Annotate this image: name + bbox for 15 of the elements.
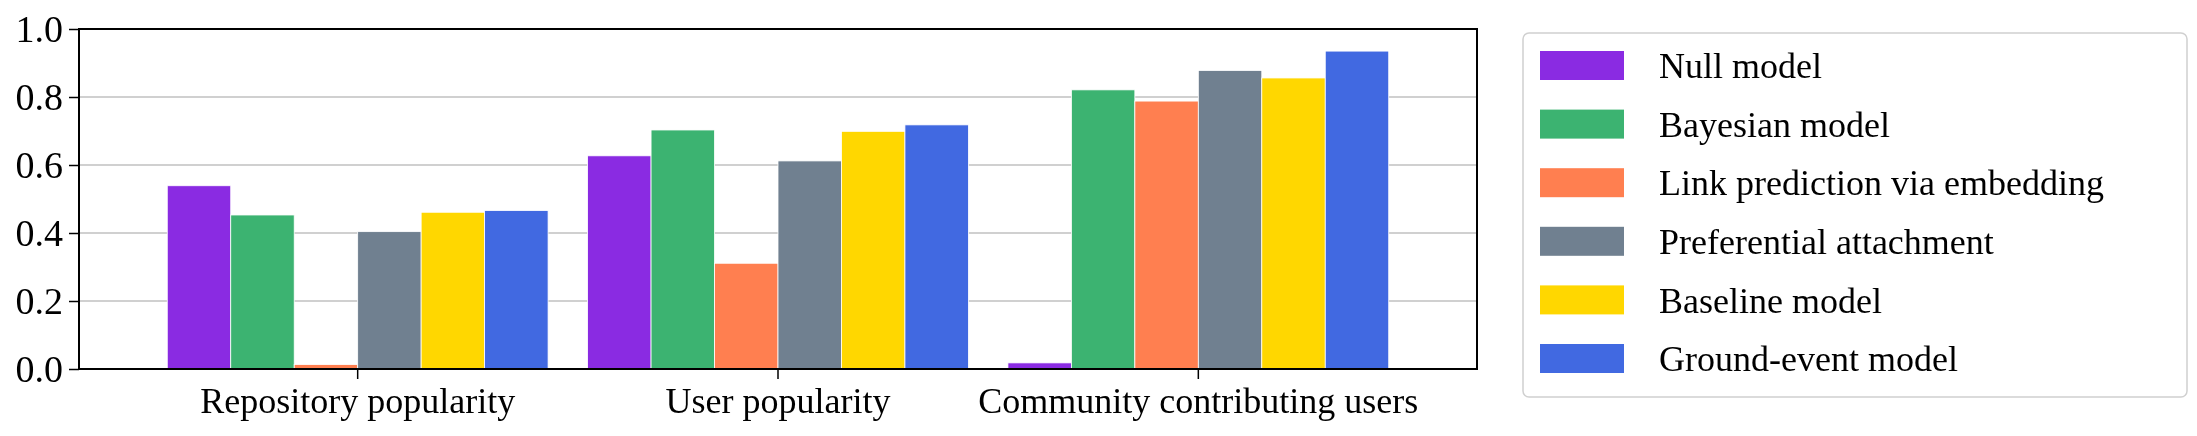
- y-tick-label: 0.2: [15, 279, 63, 322]
- legend-label: Link prediction via embedding: [1659, 163, 2104, 204]
- y-tick-label: 0.6: [15, 143, 63, 186]
- legend-label: Baseline model: [1659, 280, 1882, 321]
- legend-label: Ground-event model: [1659, 339, 1958, 380]
- y-tick-label: 0.0: [15, 347, 63, 390]
- y-tick-label: 1.0: [15, 7, 63, 50]
- legend-label: Preferential attachment: [1659, 221, 1994, 262]
- y-tick-label: 0.8: [15, 75, 63, 118]
- y-tick-label: 0.4: [15, 211, 63, 254]
- x-tick-label: Repository popularity: [200, 380, 516, 421]
- legend-label: Bayesian model: [1659, 104, 1890, 145]
- x-tick-label: User popularity: [665, 380, 891, 421]
- x-tick-label: Community contributing users: [978, 380, 1419, 421]
- legend-label: Null model: [1659, 46, 1822, 87]
